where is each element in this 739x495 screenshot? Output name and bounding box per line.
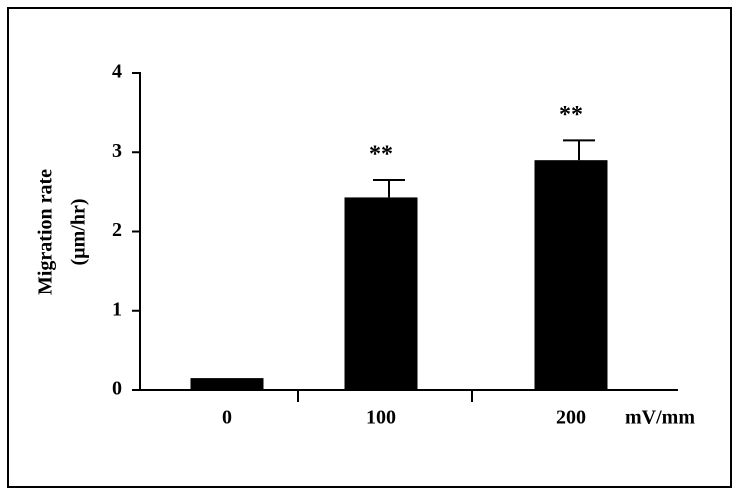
y-tick-label: 0: [112, 378, 122, 400]
significance-label: **: [559, 102, 583, 128]
significance-label: **: [369, 141, 393, 167]
x-tick-label: 0: [222, 407, 232, 429]
y-tick-label: 1: [112, 298, 122, 320]
y-axis-label: Migration rate: [35, 169, 57, 295]
x-tick-label: 200: [556, 407, 586, 429]
frame: [7, 7, 732, 488]
bar: [344, 197, 418, 390]
x-tick-label: 100: [366, 407, 396, 429]
x-axis-label: mV/mm: [625, 407, 695, 429]
bar: [190, 378, 264, 390]
y-tick-label: 2: [112, 219, 122, 241]
error-bar: [563, 139, 595, 161]
bar: [534, 160, 608, 390]
error-bar: [373, 178, 405, 198]
y-tick-label: 4: [112, 61, 122, 83]
y-axis-label: (µm/hr): [68, 198, 90, 265]
y-tick-label: 3: [112, 140, 122, 162]
